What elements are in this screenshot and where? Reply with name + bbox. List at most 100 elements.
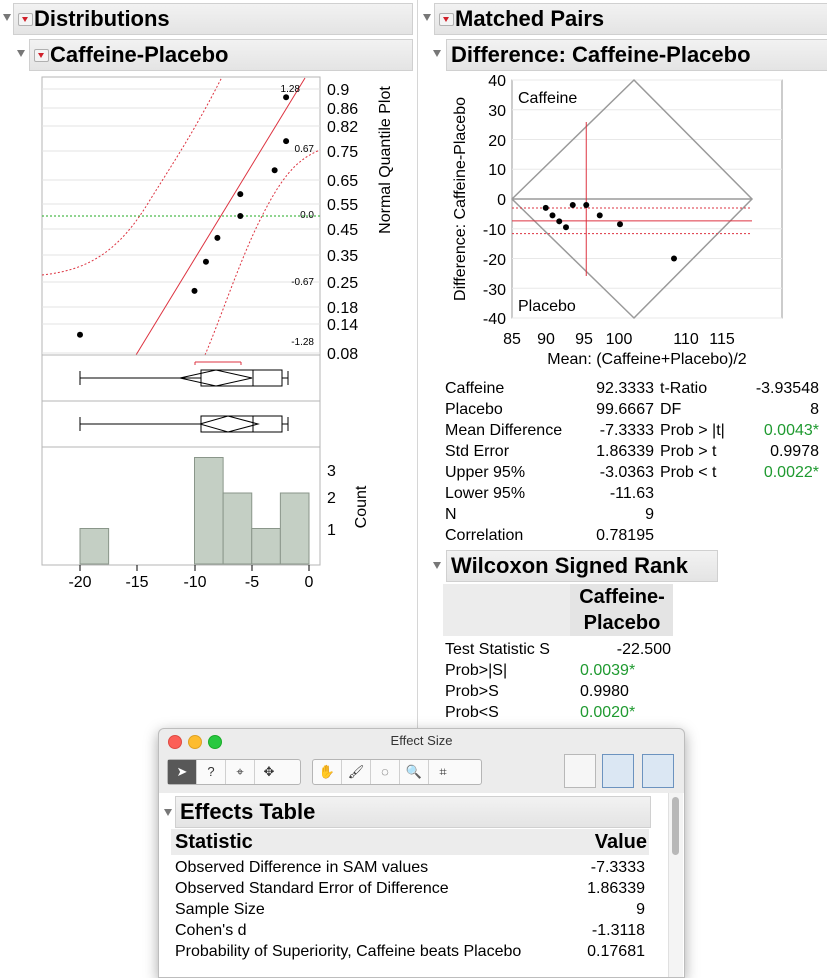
quantile-axis-label: Normal Quantile Plot xyxy=(377,86,394,234)
wilcoxon-label: Prob>S xyxy=(445,683,499,700)
disclosure-icon[interactable] xyxy=(164,809,172,816)
distributions-title: Distributions xyxy=(34,6,170,31)
wilcoxon-column-header: Caffeine- Placebo xyxy=(443,584,673,636)
x-tick: 85 xyxy=(503,331,521,348)
confidence-band-lower xyxy=(204,149,321,356)
x-tick: -20 xyxy=(68,574,91,591)
wilcoxon-label: Test Statistic S xyxy=(445,641,550,658)
help-tool-icon[interactable]: ? xyxy=(197,760,226,784)
effects-table-col-header: Statistic Value xyxy=(171,829,649,855)
effect-size-window: Effect Size ➤ ? ⌖ ✥ ✋ 🖌 ◌ 🔍 ⌗ Effects Ta… xyxy=(158,728,685,978)
disclosure-icon[interactable] xyxy=(433,562,441,569)
red-triangle-menu-icon[interactable] xyxy=(439,13,454,26)
effect-value: 0.17681 xyxy=(587,943,645,960)
zoom-button[interactable] xyxy=(208,735,222,749)
quantile-tick: 0.14 xyxy=(327,317,358,334)
x-tick: -5 xyxy=(245,574,259,591)
quantile-point xyxy=(237,191,244,198)
effect-label: Probability of Superiority, Caffeine bea… xyxy=(175,943,522,960)
disclosure-icon[interactable] xyxy=(423,14,431,21)
close-button[interactable] xyxy=(168,735,182,749)
wilcoxon-label: Prob>|S| xyxy=(445,662,508,679)
row-layout-icon[interactable] xyxy=(602,754,634,788)
effect-value: 1.86339 xyxy=(587,880,645,897)
magnifier-tool-icon[interactable]: 🔍 xyxy=(400,760,429,784)
vertical-scrollbar[interactable] xyxy=(668,793,683,977)
wilcoxon-label: Prob<S xyxy=(445,704,499,721)
quantile-point xyxy=(202,258,209,265)
move-tool-icon[interactable]: ✥ xyxy=(263,764,275,779)
stat-value: -7.3333 xyxy=(599,422,654,439)
matched-pairs-header: Matched Pairs xyxy=(434,3,827,35)
test-label: DF xyxy=(660,401,682,418)
wilcoxon-value: 0.0020* xyxy=(580,704,636,721)
scrollbar-thumb[interactable] xyxy=(672,797,679,855)
x-axis-label: Mean: (Caffeine+Placebo)/2 xyxy=(547,351,746,368)
histogram-bar xyxy=(194,457,224,565)
window-title: Effect Size xyxy=(390,733,453,748)
count-tick: 2 xyxy=(327,490,336,507)
mean-diamond xyxy=(198,415,260,433)
disclosure-icon[interactable] xyxy=(433,50,441,57)
test-label: Prob > t xyxy=(660,443,717,460)
hand-tool-icon[interactable]: ✋ xyxy=(313,760,342,784)
test-label: Prob < t xyxy=(660,464,717,481)
count-tick: 1 xyxy=(327,522,336,539)
annotate-tool-icon[interactable]: ⌗ xyxy=(439,764,447,779)
brush-tool-icon[interactable]: 🖌 xyxy=(342,760,371,784)
disclosure-icon[interactable] xyxy=(17,50,25,57)
distribution-plots: 1.28 0.67 0.0 -0.67 -1.28 0.9 0.86 0.82 … xyxy=(41,76,394,591)
distributions-header: Distributions xyxy=(13,3,413,35)
quantile-tick: 0.45 xyxy=(327,222,358,239)
pair-point xyxy=(549,212,556,219)
pair-point xyxy=(563,224,569,231)
wilcoxon-value: 0.9980 xyxy=(580,683,629,700)
disclosure-icon[interactable] xyxy=(3,14,11,21)
quantile-point xyxy=(214,234,221,241)
quantile-point xyxy=(191,287,198,294)
column-layout-icon[interactable] xyxy=(642,754,674,788)
quantile-points xyxy=(77,94,290,338)
tool-group-1: ➤ ? ⌖ ✥ xyxy=(167,759,301,785)
test-label: Prob > |t| xyxy=(660,422,725,439)
stat-label: Mean Difference xyxy=(445,422,563,439)
z-label: -1.28 xyxy=(291,337,314,348)
quantile-tick: 0.9 xyxy=(327,82,349,99)
quantile-tick: 0.55 xyxy=(327,197,358,214)
pair-points xyxy=(542,201,677,262)
script-icon[interactable] xyxy=(564,754,596,788)
red-triangle-menu-icon[interactable] xyxy=(18,13,33,26)
difference-header: Difference: Caffeine-Placebo xyxy=(446,39,827,71)
normal-fit-line xyxy=(135,77,306,356)
z-label: -0.67 xyxy=(291,277,314,288)
quantile-tick: 0.65 xyxy=(327,173,358,190)
y-tick: 0 xyxy=(497,192,506,209)
col-statistic: Statistic xyxy=(175,831,253,853)
stat-value: -11.63 xyxy=(609,485,654,502)
matched-pairs-title: Matched Pairs xyxy=(455,6,605,31)
x-ticks: 85 90 95 100 110 115 xyxy=(503,331,735,348)
wilcoxon-title: Wilcoxon Signed Rank xyxy=(451,553,688,578)
crosshair-tool-icon[interactable]: ⌖ xyxy=(226,760,255,784)
arrow-tool-icon[interactable]: ➤ xyxy=(168,760,197,784)
x-tick: -10 xyxy=(183,574,206,591)
stat-label: Caffeine xyxy=(445,380,505,397)
x-tick: 110 xyxy=(673,331,699,348)
confidence-band-upper xyxy=(41,76,223,276)
quantile-tick: 0.35 xyxy=(327,248,358,265)
effect-label: Sample Size xyxy=(175,901,265,918)
minimize-button[interactable] xyxy=(188,735,202,749)
quantile-tick: 0.82 xyxy=(327,119,358,136)
pair-point xyxy=(671,255,677,262)
quantile-point xyxy=(237,213,244,219)
y-tick: -30 xyxy=(483,282,506,299)
lasso-tool-icon[interactable]: ◌ xyxy=(371,760,400,784)
panel-divider[interactable] xyxy=(417,0,418,976)
pair-point xyxy=(569,201,576,208)
histogram-bar xyxy=(79,528,110,565)
wilcoxon-value: 0.0039* xyxy=(580,662,636,679)
y-tick: 30 xyxy=(488,103,506,120)
pair-point xyxy=(556,218,563,225)
red-triangle-menu-icon[interactable] xyxy=(34,49,49,62)
effects-table-title: Effects Table xyxy=(180,799,316,824)
